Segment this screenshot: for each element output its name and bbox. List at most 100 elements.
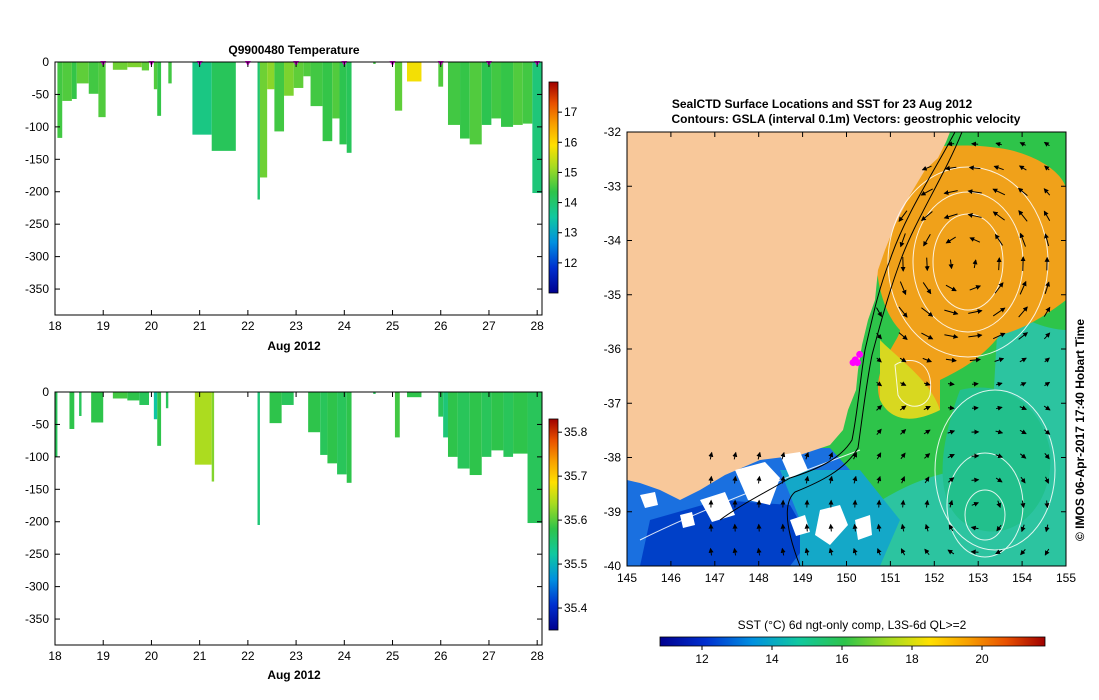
- seal-locations: [849, 350, 864, 367]
- velocity-vector: [921, 332, 934, 340]
- profile-bar: [194, 392, 212, 465]
- y-tick-label: -35: [604, 288, 622, 302]
- velocity-vector: [923, 381, 931, 387]
- velocity-vector: [1019, 280, 1027, 295]
- y-tick-label: -100: [25, 450, 49, 464]
- profile-bar: [522, 62, 533, 124]
- salinity-profile-bars: [55, 392, 542, 525]
- profile-bar: [481, 62, 492, 125]
- profile-bar: [337, 392, 347, 475]
- velocity-vector: [944, 334, 959, 339]
- y-tick-label: -250: [25, 217, 49, 231]
- colorbar-tick-label: 15: [564, 165, 578, 179]
- profile-bar: [157, 392, 162, 446]
- x-tick-label: 22: [241, 319, 255, 333]
- velocity-vector: [1043, 306, 1051, 317]
- y-tick-label: -350: [25, 612, 49, 626]
- velocity-vector: [948, 524, 954, 532]
- velocity-vector: [876, 428, 882, 436]
- x-tick-label: 24: [338, 649, 352, 663]
- velocity-vector: [1020, 382, 1027, 387]
- velocity-vector: [876, 307, 882, 318]
- velocity-vector: [994, 357, 1005, 363]
- profile-bar: [57, 62, 63, 138]
- velocity-vector: [898, 332, 908, 340]
- profile-bar: [293, 62, 304, 88]
- colorbar-tick-label: 35.6: [564, 513, 588, 527]
- velocity-vector: [1043, 405, 1051, 411]
- velocity-vector: [898, 306, 908, 318]
- velocity-vector: [732, 475, 738, 484]
- temperature-panel: Q9900480 Temperature 18 19 20 21 22 23 24 25 26 2…: [25, 43, 578, 353]
- map-x-ticks: 145 146 147 148 149 150 151 152 153 154 155: [617, 132, 1076, 585]
- velocity-vector: [969, 237, 981, 243]
- velocity-vector: [996, 500, 1002, 509]
- velocity-vector: [948, 499, 954, 508]
- profile-bar: [457, 392, 470, 469]
- velocity-vector: [920, 188, 933, 196]
- velocity-vector: [780, 523, 786, 532]
- velocity-vector: [1044, 233, 1050, 247]
- velocity-vector: [804, 523, 810, 532]
- profile-bar: [91, 392, 104, 423]
- profile-bar: [438, 392, 444, 417]
- profile-bar: [71, 62, 77, 99]
- velocity-vector: [1019, 429, 1027, 435]
- x-tick-label: 23: [289, 649, 303, 663]
- profile-bar: [98, 62, 106, 118]
- map-subtitle: Contours: GSLA (interval 0.1m) Vectors: …: [672, 112, 1021, 126]
- temperature-colorbar: [548, 81, 559, 294]
- velocity-vector: [945, 284, 957, 292]
- velocity-vector: [756, 547, 762, 556]
- velocity-vector: [1019, 232, 1026, 247]
- profile-bar: [501, 62, 514, 127]
- velocity-vector: [968, 309, 983, 314]
- x-tick-label: 145: [617, 571, 637, 585]
- velocity-vector: [971, 141, 979, 147]
- x-tick-label: 20: [145, 649, 159, 663]
- velocity-vector: [804, 451, 810, 460]
- velocity-vector: [969, 357, 981, 363]
- profile-bar: [88, 62, 99, 94]
- temperature-colorbar-ticks: 12 13 14 15 16 17: [558, 105, 578, 270]
- profile-bar: [284, 62, 294, 96]
- velocity-vector: [948, 477, 955, 483]
- velocity-vector: [1043, 210, 1051, 222]
- velocity-vector: [924, 257, 930, 272]
- velocity-vector: [1044, 476, 1049, 484]
- profile-bar: [165, 392, 169, 409]
- x-tick-label: 20: [145, 319, 159, 333]
- profile-bar: [469, 392, 482, 476]
- velocity-vector: [947, 405, 955, 411]
- x-tick-label: 154: [1012, 571, 1032, 585]
- profile-bar: [491, 392, 504, 451]
- velocity-vector: [852, 523, 858, 532]
- colorbar-tick-label: 35.8: [564, 425, 588, 439]
- velocity-vector: [923, 429, 931, 435]
- velocity-vector: [924, 499, 930, 508]
- velocity-vector: [969, 285, 982, 291]
- x-tick-label: 28: [530, 319, 544, 333]
- velocity-vector: [1043, 141, 1050, 147]
- profile-bar: [257, 392, 260, 525]
- velocity-vector: [852, 452, 858, 460]
- velocity-vector: [971, 477, 980, 483]
- velocity-vector: [1018, 210, 1028, 222]
- velocity-vector: [995, 549, 1003, 555]
- colorbar-tick-label: 20: [975, 652, 989, 666]
- x-tick-label: 18: [48, 319, 62, 333]
- colorbar-tick-label: 12: [564, 256, 578, 270]
- velocity-vector: [708, 547, 714, 556]
- velocity-vector: [899, 405, 907, 411]
- x-tick-label: 155: [1056, 571, 1076, 585]
- profile-bar: [127, 62, 142, 68]
- profile-bar: [527, 392, 542, 524]
- velocity-vector: [876, 475, 882, 484]
- velocity-vector: [876, 499, 882, 508]
- x-tick-label: 28: [530, 649, 544, 663]
- velocity-vector: [804, 475, 810, 484]
- velocity-vector: [947, 549, 955, 555]
- velocity-vector: [876, 547, 882, 556]
- velocity-vector: [900, 476, 906, 484]
